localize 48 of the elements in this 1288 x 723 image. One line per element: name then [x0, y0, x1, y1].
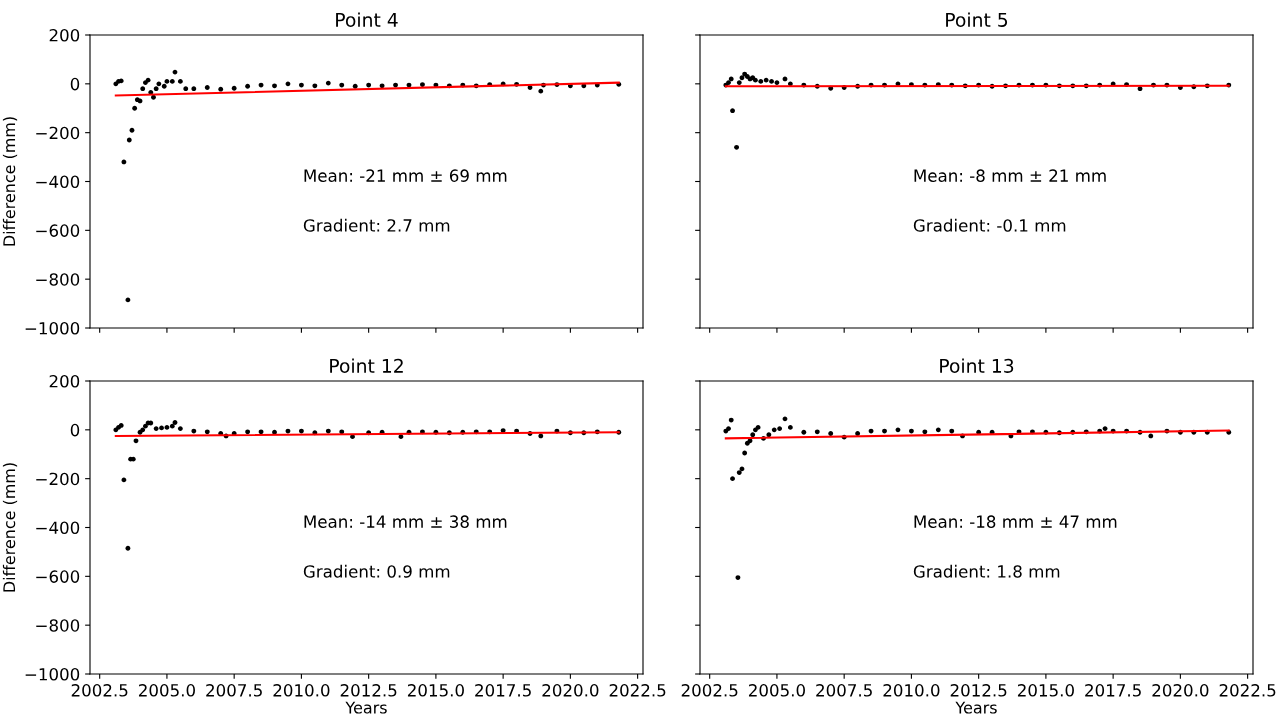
x-tick-label: 2005.0: [138, 684, 195, 697]
y-tick-label: −600: [36, 224, 80, 237]
y-axis-title: Difference (mm): [2, 463, 18, 592]
x-tick-label: 2010.0: [273, 684, 330, 697]
y-tick-label: −400: [36, 175, 80, 189]
y-tick-label: −1000: [25, 667, 80, 681]
x-tick-label: 2010.0: [883, 684, 940, 697]
chart-title: Point 4: [336, 12, 398, 27]
annotation: Mean: -8 mm ± 21 mm: [914, 169, 1106, 182]
x-tick-label: 2020.0: [542, 684, 599, 697]
y-axis-title: Difference (mm): [2, 117, 18, 246]
y-tick-label: −400: [36, 521, 80, 535]
x-tick-label: 2020.0: [1152, 684, 1209, 697]
y-tick-label: 200: [49, 28, 80, 42]
x-tick-label: 2017.5: [1085, 684, 1141, 697]
x-tick-label: 2012.5: [950, 684, 1007, 697]
annotation: Gradient: 1.8 mm: [913, 564, 1060, 578]
y-tick-label: −1000: [25, 321, 80, 335]
y-tick-label: 0: [70, 423, 80, 437]
x-tick-label: 2012.5: [340, 684, 397, 697]
x-tick-label: 2015.0: [407, 684, 464, 697]
annotation: Mean: -21 mm ± 69 mm: [304, 169, 507, 182]
x-tick-label: 2017.5: [475, 684, 531, 697]
x-tick-label: 2015.0: [1017, 684, 1074, 697]
y-tick-label: −600: [36, 570, 80, 583]
y-tick-label: 200: [49, 374, 80, 388]
chart-title: Point 12: [330, 358, 403, 373]
annotation: Mean: -18 mm ± 47 mm: [914, 515, 1117, 528]
y-tick-label: −800: [36, 619, 80, 632]
x-tick-label: 2002.5: [681, 684, 738, 697]
chart-title: Point 5: [946, 12, 1008, 27]
y-tick-label: −200: [36, 126, 80, 140]
annotation: Gradient: 0.9 mm: [303, 564, 450, 578]
x-axis-title: Years: [345, 701, 387, 714]
annotation: Gradient: -0.1 mm: [913, 218, 1066, 232]
y-tick-label: 0: [70, 77, 80, 91]
y-tick-label: −800: [36, 273, 80, 286]
x-tick-label: 2007.5: [206, 684, 262, 697]
annotation: Gradient: 2.7 mm: [303, 218, 450, 232]
x-tick-label: 2005.0: [748, 684, 805, 697]
chart-title: Point 13: [940, 358, 1014, 373]
annotation: Mean: -14 mm ± 38 mm: [304, 515, 507, 528]
y-tick-label: −200: [36, 472, 80, 486]
x-axis-title: Years: [955, 701, 997, 714]
x-tick-label: 2022.5: [609, 684, 666, 697]
x-tick-label: 2022.5: [1219, 684, 1276, 697]
x-tick-label: 2002.5: [71, 684, 128, 697]
x-tick-label: 2007.5: [816, 684, 872, 697]
